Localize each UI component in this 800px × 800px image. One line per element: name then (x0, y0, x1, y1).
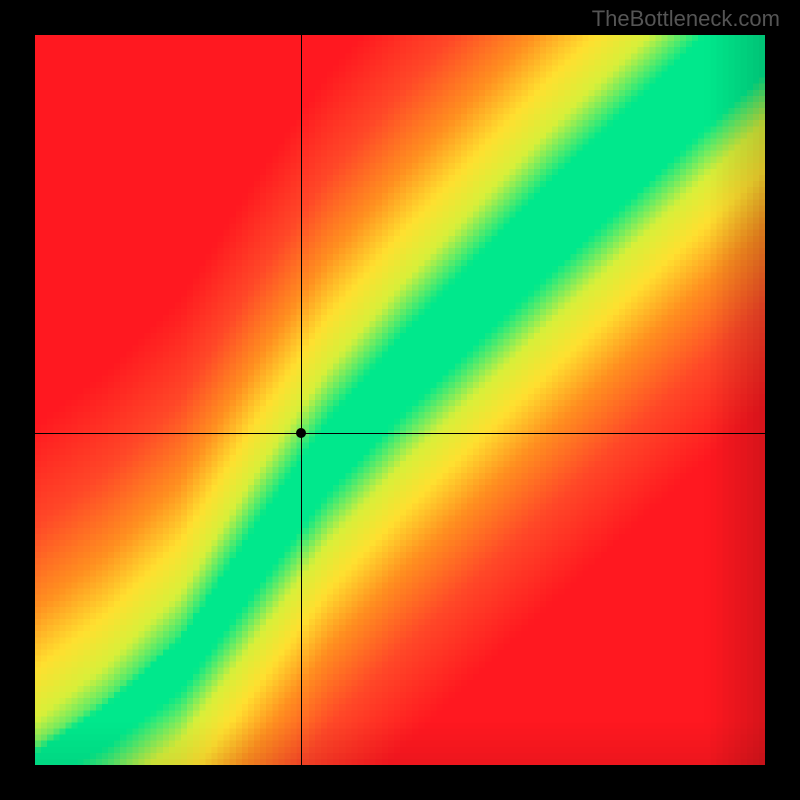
crosshair-horizontal (35, 433, 765, 434)
heatmap-canvas (35, 35, 765, 765)
crosshair-vertical (301, 35, 302, 765)
watermark-text: TheBottleneck.com (592, 6, 780, 32)
bottleneck-heatmap (35, 35, 765, 765)
marker-dot (296, 428, 306, 438)
